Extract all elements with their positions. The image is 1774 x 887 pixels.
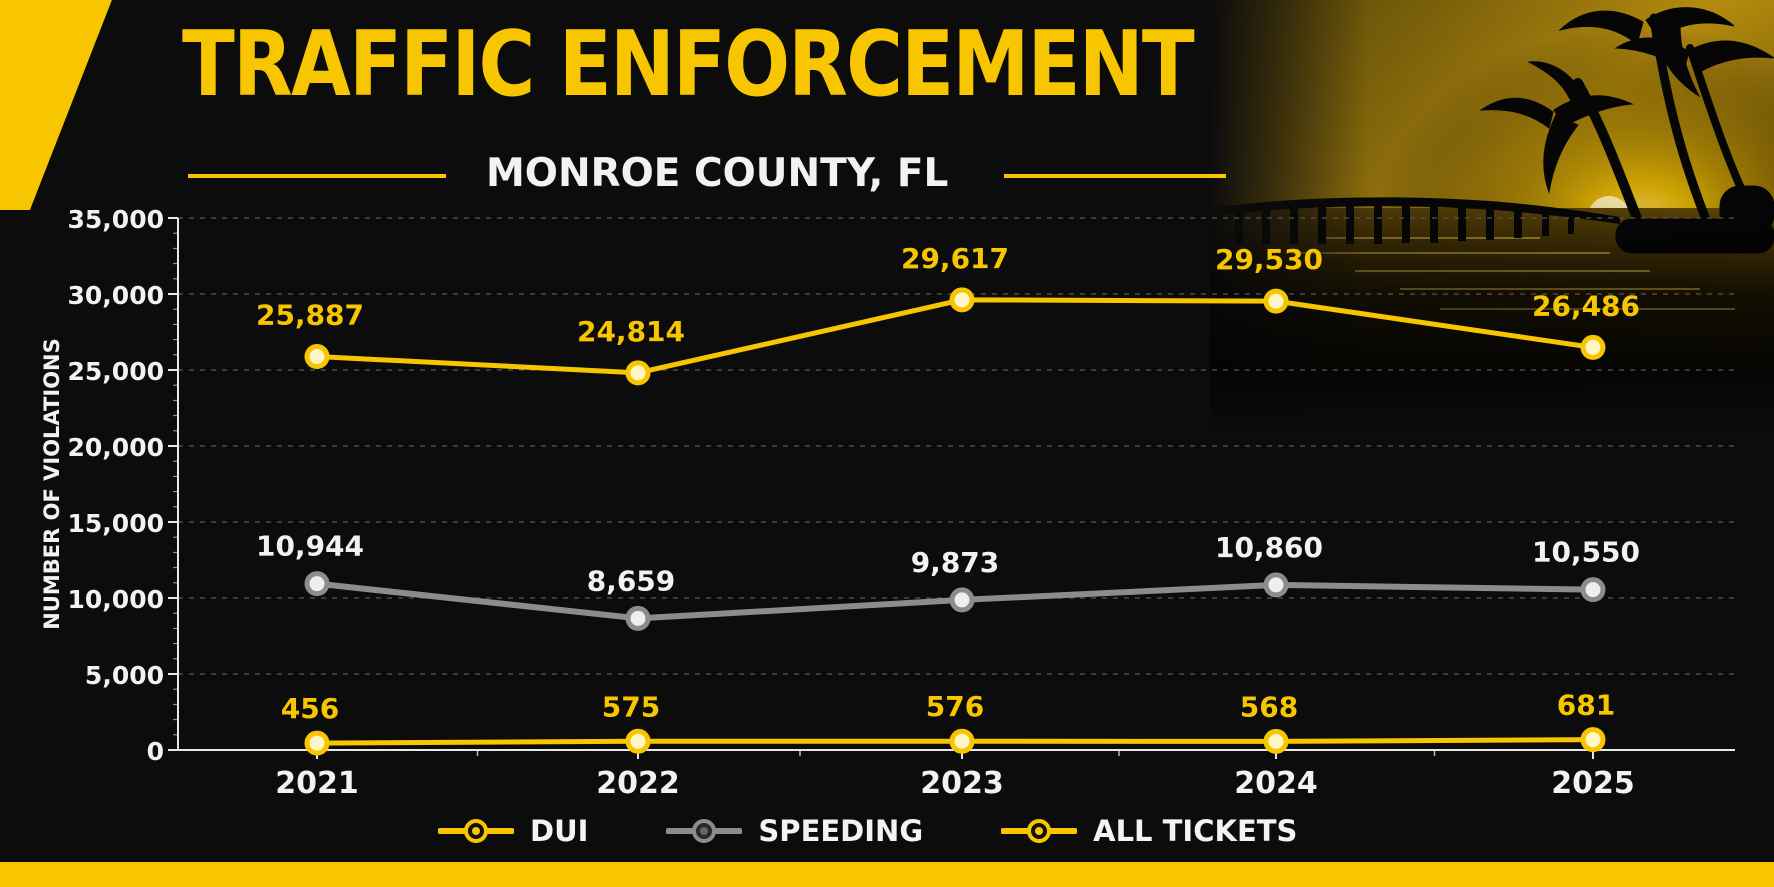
y-tick-label-10000: 10,000	[68, 585, 164, 614]
x-tick-label-2025: 2025	[1551, 766, 1635, 801]
point-all-tickets-2021	[304, 344, 330, 370]
point-speeding-2024	[1263, 572, 1289, 598]
y-tick-label-35000: 35,000	[68, 205, 164, 234]
x-tick-label-2024: 2024	[1234, 766, 1318, 801]
bottom-accent-bar	[0, 862, 1774, 887]
point-all-tickets-2023	[949, 287, 975, 313]
data-label-speeding-2022: 8,659	[587, 564, 676, 597]
data-label-all-tickets-2022: 24,814	[577, 315, 685, 348]
data-label-speeding-2024: 10,860	[1215, 531, 1323, 564]
y-tick-label-0: 0	[147, 737, 164, 766]
series-line-all-tickets	[314, 297, 1596, 376]
point-dui-2022	[625, 728, 651, 754]
point-speeding-2025	[1580, 577, 1606, 603]
y-tick-label-5000: 5,000	[85, 661, 164, 690]
legend-swatch-speeding	[666, 819, 743, 843]
x-tick-label-2022: 2022	[596, 766, 680, 801]
data-label-all-tickets-2021: 25,887	[256, 299, 364, 332]
data-label-dui-2021: 456	[281, 692, 339, 725]
point-dui-2024	[1263, 728, 1289, 754]
point-speeding-2022	[625, 605, 651, 631]
legend-item-dui: DUI	[438, 813, 589, 848]
y-axis-title: NUMBER OF VIOLATIONS	[40, 338, 64, 629]
point-all-tickets-2022	[625, 360, 651, 386]
y-tick-label-25000: 25,000	[68, 357, 164, 386]
y-tick-label-20000: 20,000	[68, 433, 164, 462]
x-tick-label-2021: 2021	[275, 766, 359, 801]
legend-label-speeding: SPEEDING	[758, 813, 924, 848]
data-label-dui-2024: 568	[1240, 690, 1298, 723]
legend-swatch-dui	[438, 819, 514, 843]
point-speeding-2023	[949, 587, 975, 613]
data-label-all-tickets-2025: 26,486	[1532, 289, 1640, 322]
legend-label-all-tickets: ALL TICKETS	[1093, 813, 1298, 848]
corner-stripe-accent	[0, 0, 112, 210]
chart-title: TRAFFIC ENFORCEMENT	[182, 12, 1195, 117]
x-tick-label-2023: 2023	[920, 766, 1004, 801]
point-speeding-2021	[304, 571, 330, 597]
legend-label-dui: DUI	[530, 813, 589, 848]
corner-stripe-gap	[30, 0, 132, 210]
legend-item-all-tickets: ALL TICKETS	[1001, 813, 1298, 848]
data-label-dui-2025: 681	[1557, 689, 1615, 722]
chart-legend: DUI SPEEDING ALL TICKETS	[438, 810, 1297, 852]
point-all-tickets-2025	[1580, 334, 1606, 360]
point-dui-2021	[304, 730, 330, 756]
chart-subtitle: MONROE COUNTY, FL	[486, 151, 949, 196]
data-label-dui-2023: 576	[926, 690, 984, 723]
data-label-speeding-2021: 10,944	[256, 530, 364, 563]
point-dui-2025	[1580, 727, 1606, 753]
data-label-speeding-2025: 10,550	[1532, 536, 1640, 569]
point-dui-2023	[949, 728, 975, 754]
data-label-all-tickets-2024: 29,530	[1215, 243, 1323, 276]
legend-item-speeding: SPEEDING	[666, 813, 924, 848]
y-tick-label-30000: 30,000	[68, 281, 164, 310]
legend-swatch-all-tickets	[1001, 819, 1078, 843]
data-label-speeding-2023: 9,873	[911, 546, 1000, 579]
data-label-all-tickets-2023: 29,617	[901, 242, 1009, 275]
point-all-tickets-2024	[1263, 288, 1289, 314]
y-tick-label-15000: 15,000	[68, 509, 164, 538]
data-label-dui-2022: 575	[602, 690, 660, 723]
